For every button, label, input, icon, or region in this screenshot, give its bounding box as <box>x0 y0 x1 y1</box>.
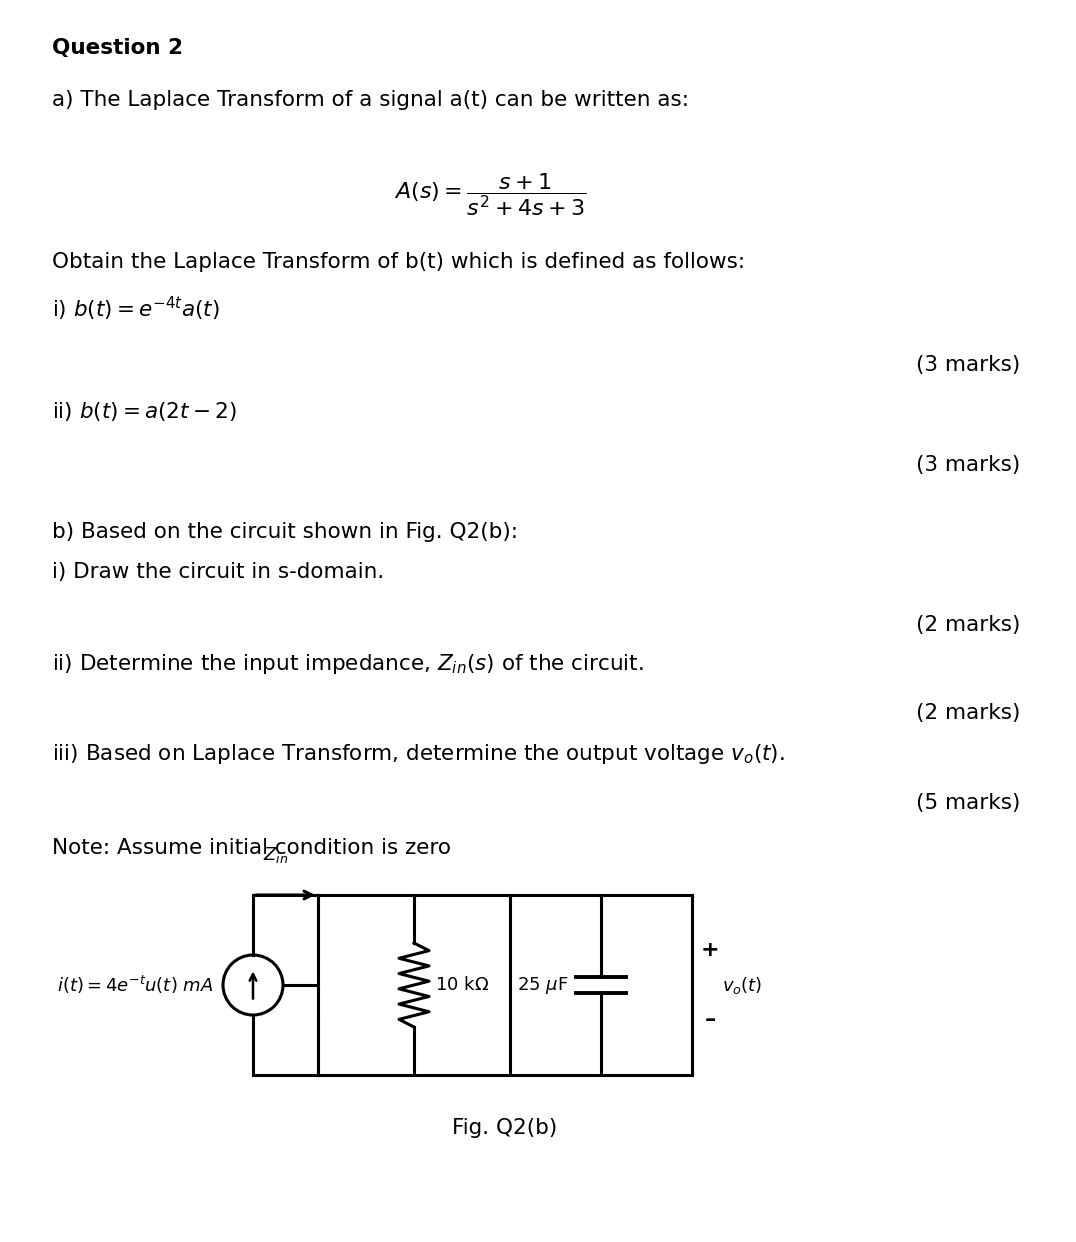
Text: +: + <box>700 940 720 960</box>
Text: iii) Based on Laplace Transform, determine the output voltage $v_o(t)$.: iii) Based on Laplace Transform, determi… <box>52 741 784 766</box>
Text: Obtain the Laplace Transform of b(t) which is defined as follows:: Obtain the Laplace Transform of b(t) whi… <box>52 252 745 272</box>
Text: –: – <box>705 1010 716 1030</box>
Text: (5 marks): (5 marks) <box>916 792 1020 814</box>
Text: (2 marks): (2 marks) <box>916 703 1020 723</box>
Text: a) The Laplace Transform of a signal a(t) can be written as:: a) The Laplace Transform of a signal a(t… <box>52 89 689 111</box>
Text: Fig. Q2(b): Fig. Q2(b) <box>452 1118 557 1138</box>
Text: $A(s) = \dfrac{s + 1}{s^2 + 4s + 3}$: $A(s) = \dfrac{s + 1}{s^2 + 4s + 3}$ <box>394 171 586 219</box>
Text: Note: Assume initial condition is zero: Note: Assume initial condition is zero <box>52 838 451 858</box>
Text: Question 2: Question 2 <box>52 39 183 58</box>
Text: ii) Determine the input impedance, $Z_{in}(s)$ of the circuit.: ii) Determine the input impedance, $Z_{i… <box>52 652 643 676</box>
Text: $i(t) = 4e^{-t}u(t)$ mA: $i(t) = 4e^{-t}u(t)$ mA <box>57 974 213 996</box>
Text: ii) $b(t) = a(2t - 2)$: ii) $b(t) = a(2t - 2)$ <box>52 400 237 424</box>
Text: 10 k$\Omega$: 10 k$\Omega$ <box>435 976 490 994</box>
Text: (2 marks): (2 marks) <box>916 615 1020 635</box>
Text: i) $b(t) = e^{-4t}a(t)$: i) $b(t) = e^{-4t}a(t)$ <box>52 296 220 323</box>
Text: b) Based on the circuit shown in Fig. Q2(b):: b) Based on the circuit shown in Fig. Q2… <box>52 522 518 542</box>
Text: $Z_{in}$: $Z_{in}$ <box>263 845 288 864</box>
Text: $v_o(t)$: $v_o(t)$ <box>722 975 763 996</box>
Text: (3 marks): (3 marks) <box>916 355 1020 375</box>
Text: i) Draw the circuit in s-domain.: i) Draw the circuit in s-domain. <box>52 561 384 582</box>
Text: 25 $\mu$F: 25 $\mu$F <box>516 975 568 996</box>
Text: (3 marks): (3 marks) <box>916 455 1020 474</box>
